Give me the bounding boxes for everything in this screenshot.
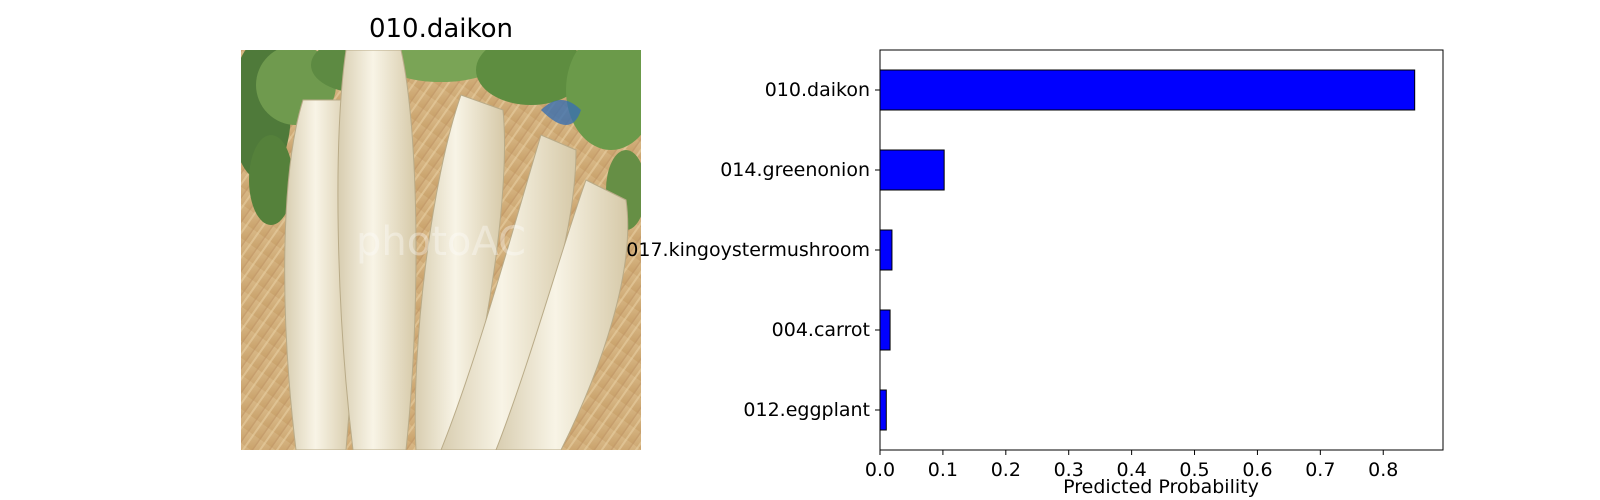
category-label: 004.carrot: [772, 319, 870, 341]
category-label: 010.daikon: [765, 79, 870, 101]
category-labels-layer: 010.daikon 014.greenonion 017.kingoystermu…: [626, 79, 880, 421]
category-label: 017.kingoystermushroom: [626, 239, 870, 261]
category-label: 012.eggplant: [743, 399, 870, 421]
bars-layer: [879, 69, 1416, 431]
x-axis-label: Predicted Probability: [1063, 476, 1259, 498]
watermark: photoAC: [356, 219, 526, 265]
x-tick-label: 0.1: [928, 459, 958, 481]
x-tick-label: 0.5: [1179, 459, 1209, 481]
image-title: 010.daikon: [368, 14, 514, 44]
x-tick-label: 0.3: [1054, 459, 1084, 481]
bar-014.greenonion: [879, 149, 945, 191]
bar-010.daikon: [879, 69, 1416, 111]
category-label: 014.greenonion: [720, 159, 870, 181]
bar-012.eggplant: [879, 389, 887, 431]
plot-frame: [879, 49, 1444, 451]
x-tick-label: 0.6: [1242, 459, 1272, 481]
x-tick-label: 0.8: [1368, 459, 1398, 481]
x-tick-label: 0.2: [991, 459, 1021, 481]
x-tick-label: 0.7: [1305, 459, 1335, 481]
x-tick-label: 0.0: [865, 459, 895, 481]
bar-004.carrot: [879, 309, 891, 351]
bar-017.kingoystermushroom: [879, 229, 893, 271]
x-tick-label: 0.4: [1117, 459, 1147, 481]
daikon-photo: photoAC: [241, 50, 641, 450]
x-ticks-layer: 0.0 0.1 0.2 0.3 0.4 0.5 0.6 0.7 0.8: [865, 450, 1398, 481]
radishes: [284, 50, 629, 450]
